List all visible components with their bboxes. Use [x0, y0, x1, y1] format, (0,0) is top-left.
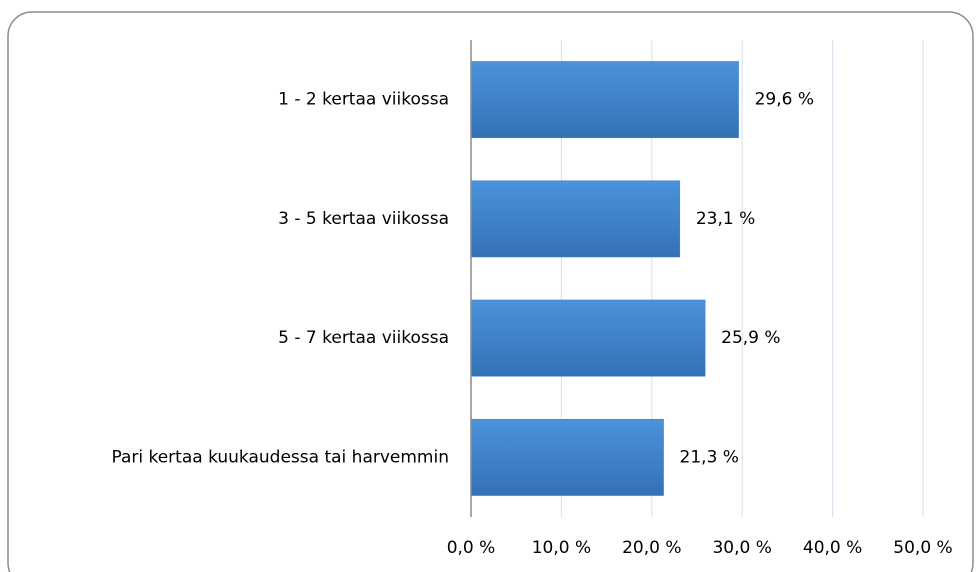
data-label: 29,6 % — [755, 90, 814, 110]
x-tick-label: 20,0 % — [622, 538, 681, 558]
y-tick-label: Pari kertaa kuukaudessa tai harvemmin — [111, 447, 449, 467]
data-label: 25,9 % — [721, 328, 780, 348]
data-label: 23,1 % — [696, 209, 755, 229]
data-label: 21,3 % — [680, 447, 739, 467]
x-tick-label: 10,0 % — [532, 538, 591, 558]
x-tick-label: 0,0 % — [447, 538, 496, 558]
x-tick-label: 30,0 % — [712, 538, 771, 558]
y-tick-label: 5 - 7 kertaa viikossa — [278, 328, 449, 348]
bar — [470, 180, 681, 258]
x-tick-label: 40,0 % — [803, 538, 862, 558]
y-tick-label: 1 - 2 kertaa viikossa — [278, 90, 449, 110]
bar — [470, 299, 706, 377]
x-tick-label: 50,0 % — [893, 538, 952, 558]
bar — [470, 61, 739, 139]
y-tick-label: 3 - 5 kertaa viikossa — [278, 209, 449, 229]
chart-frame — [7, 11, 974, 572]
bar — [470, 418, 664, 496]
